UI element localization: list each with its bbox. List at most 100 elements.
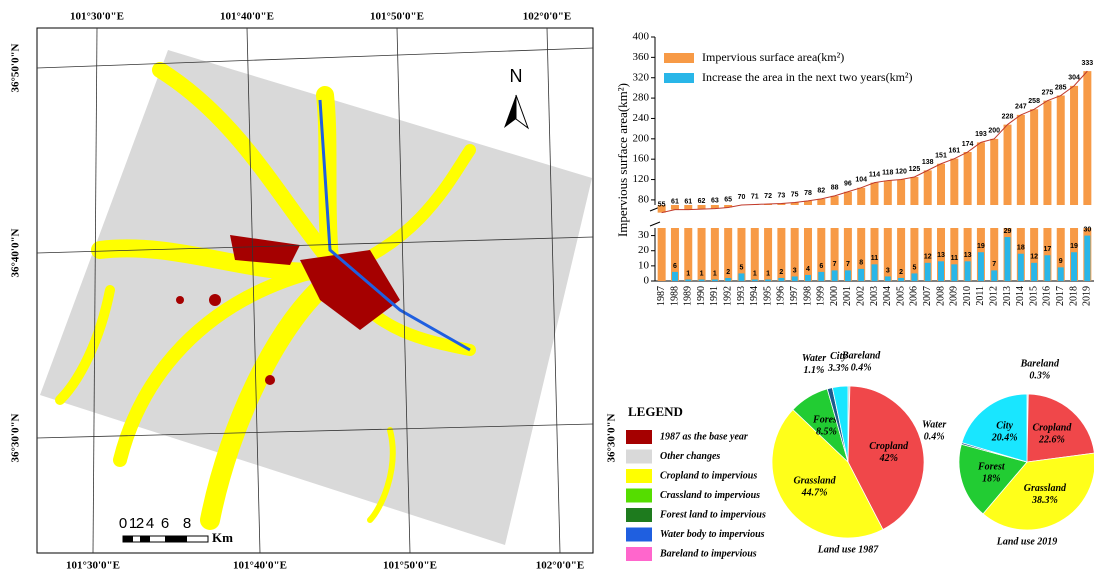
y-tick-label: 80: [638, 193, 650, 205]
value-label: 12: [1030, 254, 1038, 261]
slice-name: City: [830, 351, 847, 362]
value-label: 125: [909, 166, 921, 173]
legend-swatch: [664, 73, 694, 83]
value-label: 12: [924, 254, 932, 261]
value-label: 200: [988, 128, 1000, 135]
bar: [965, 261, 971, 281]
x-tick-label: 2006: [909, 286, 920, 306]
bar: [978, 252, 984, 281]
bar: [845, 270, 851, 281]
slice-name: Cropland: [869, 441, 909, 452]
value-label: 63: [711, 197, 719, 204]
value-label: 174: [962, 141, 974, 148]
value-label: 62: [698, 198, 706, 205]
legend-swatch: [626, 528, 652, 542]
lon-label: 102°0'0"E: [523, 11, 571, 23]
value-label: 73: [777, 192, 785, 199]
y-tick-label: 280: [633, 92, 650, 104]
scale-unit: Km: [212, 530, 233, 545]
value-label: 275: [1042, 89, 1054, 96]
legend-swatch: [664, 53, 694, 63]
value-label: 2: [779, 269, 783, 276]
legend-label: Other changes: [660, 451, 720, 462]
slice-value: 3.3%: [827, 363, 849, 374]
x-tick-label: 1996: [776, 286, 787, 306]
x-tick-label: 2012: [989, 286, 1000, 306]
bar: [792, 276, 798, 281]
value-label: 104: [855, 177, 867, 184]
slice-value: 42%: [879, 453, 898, 464]
x-tick-label: 2017: [1055, 286, 1066, 306]
bar: [858, 269, 864, 281]
scale-label: 6: [161, 515, 169, 532]
scale-label: 0: [119, 515, 127, 532]
y-tick-label: 200: [633, 132, 650, 144]
value-label: 8: [859, 260, 863, 267]
bar: [1071, 252, 1077, 281]
y-tick-label: 10: [638, 259, 650, 271]
x-tick-label: 2015: [1028, 286, 1039, 306]
slice-value: 0.4%: [851, 362, 872, 373]
lon-label: 101°30'0"E: [70, 11, 124, 23]
value-label: 247: [1015, 104, 1027, 111]
slice-name: Grassland: [1024, 483, 1067, 494]
slice-value: 0.3%: [1029, 370, 1050, 381]
value-label: 78: [804, 190, 812, 197]
lon-label: 101°50'0"E: [383, 560, 437, 572]
x-tick-label: 1998: [802, 286, 813, 306]
value-label: 6: [819, 263, 823, 270]
slice-name: Cropland: [1032, 422, 1072, 433]
x-tick-label: 1990: [696, 286, 707, 306]
slice-name: Bareland: [841, 350, 881, 361]
bar: [951, 264, 957, 281]
value-label: 333: [1082, 60, 1094, 67]
value-label: 258: [1028, 98, 1040, 105]
value-label: 3: [886, 267, 890, 274]
bar: [950, 159, 958, 281]
value-label: 193: [975, 131, 987, 138]
value-label: 5: [912, 264, 916, 271]
x-tick-label: 1997: [789, 286, 800, 306]
legend-title: LEGEND: [628, 404, 683, 419]
bar: [885, 276, 891, 281]
scale-label: 2: [136, 515, 144, 532]
value-label: 96: [844, 181, 852, 188]
bar: [778, 278, 784, 281]
value-label: 18: [1017, 245, 1025, 252]
value-label: 161: [948, 148, 960, 155]
value-label: 285: [1055, 84, 1067, 91]
value-label: 4: [806, 266, 810, 273]
y-tick-label: 120: [633, 173, 650, 185]
x-tick-label: 1991: [709, 286, 720, 306]
lat-label: 36°50'0"N: [10, 43, 22, 92]
x-tick-label: 2014: [1015, 286, 1026, 306]
y-tick-label: 20: [638, 244, 650, 256]
bar: [699, 279, 705, 281]
bar: [897, 180, 905, 281]
value-label: 75: [791, 191, 799, 198]
value-label: 2: [726, 269, 730, 276]
slice-value: 1.1%: [804, 365, 825, 376]
bar: [872, 264, 878, 281]
slice-name: Grassland: [793, 475, 836, 486]
lat-label: 36°40'0"N: [10, 228, 22, 277]
lon-label: 102°0'0"E: [536, 560, 584, 572]
bar: [857, 188, 865, 281]
value-label: 72: [764, 193, 772, 200]
x-tick-label: 2010: [962, 286, 973, 306]
value-label: 30: [1083, 226, 1091, 233]
slice-value: 8.5%: [816, 427, 837, 438]
scale-label: 8: [183, 515, 191, 532]
bar: [658, 205, 666, 281]
value-label: 29: [1004, 228, 1012, 235]
north-label: N: [510, 66, 523, 86]
x-tick-label: 1988: [669, 286, 680, 306]
x-tick-label: 2007: [922, 286, 933, 306]
slice-name: City: [996, 420, 1013, 431]
lat-label: 36°30'0"N: [10, 413, 22, 462]
bar: [1084, 236, 1090, 281]
value-label: 3: [793, 267, 797, 274]
bar-chart: 801201602002402803203604000102030Impervi…: [615, 31, 1094, 306]
bar: [752, 279, 758, 281]
y-tick-label: 320: [633, 71, 650, 83]
